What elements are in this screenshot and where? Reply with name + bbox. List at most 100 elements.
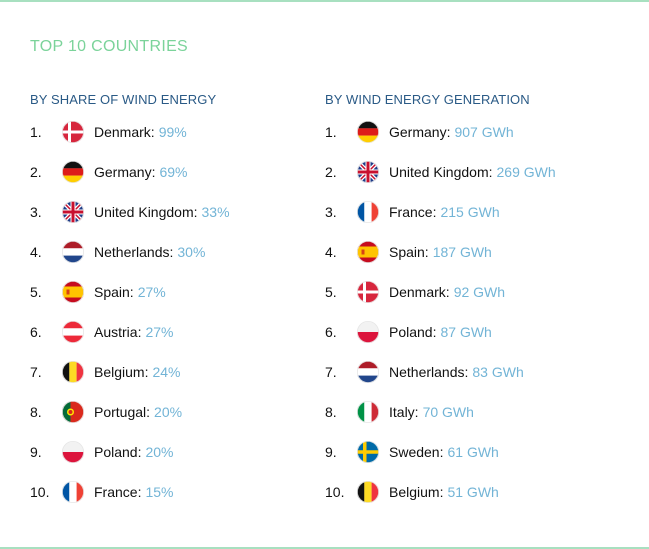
list-item: 5. Spain: 27%: [30, 280, 166, 304]
country-name: United Kingdom:: [94, 204, 198, 220]
country-name: Netherlands:: [94, 244, 174, 260]
country-name: Sweden:: [389, 444, 444, 460]
country-name: United Kingdom:: [389, 164, 493, 180]
rank-number: 8.: [30, 404, 42, 420]
list-item: 1. Denmark: 99%: [30, 120, 187, 144]
share-column: BY SHARE OF WIND ENERGY 1. Denmark: 99% 2. G…: [30, 92, 230, 503]
spain-flag-icon: [357, 241, 379, 263]
country-value: 27%: [137, 284, 166, 300]
france-flag-icon: [62, 481, 84, 503]
country-value: 269 GWh: [496, 164, 556, 180]
country-value: 187 GWh: [432, 244, 492, 260]
portugal-flag-icon: [62, 401, 84, 423]
rank-number: 6.: [325, 324, 337, 340]
country-name: Belgium:: [94, 364, 149, 380]
country-name: Portugal:: [94, 404, 151, 420]
rank-number: 5.: [30, 284, 42, 300]
rank-number: 3.: [325, 204, 337, 220]
rank-number: 7.: [30, 364, 42, 380]
denmark-flag-icon: [357, 281, 379, 303]
country-name: Netherlands:: [389, 364, 469, 380]
country-value: 30%: [177, 244, 206, 260]
list-item: 7. Belgium: 24%: [30, 360, 181, 384]
country-value: 92 GWh: [453, 284, 506, 300]
country-value: 215 GWh: [440, 204, 500, 220]
rank-number: 2.: [325, 164, 337, 180]
rank-number: 1.: [30, 124, 42, 140]
list-item: 4. Netherlands: 30%: [30, 240, 205, 264]
list-item: 3. United Kingdom: 33%: [30, 200, 230, 224]
country-name: Poland:: [94, 444, 142, 460]
country-name: Denmark:: [389, 284, 450, 300]
rank-number: 2.: [30, 164, 42, 180]
poland-flag-icon: [62, 441, 84, 463]
list-item: 2. United Kingdom: 269 GWh: [325, 160, 556, 184]
rank-number: 10.: [325, 484, 345, 500]
belgium-flag-icon: [62, 361, 84, 383]
country-value: 15%: [145, 484, 174, 500]
list-item: 9. Sweden: 61 GWh: [325, 440, 499, 464]
list-item: 10. Belgium: 51 GWh: [325, 480, 499, 504]
germany-flag-icon: [357, 121, 379, 143]
country-value: 87 GWh: [440, 324, 492, 340]
country-name: Italy:: [389, 404, 419, 420]
spain-flag-icon: [62, 281, 84, 303]
rank-number: 4.: [325, 244, 337, 260]
list-item: 2. Germany: 69%: [30, 160, 188, 184]
list-item: 5. Denmark: 92 GWh: [325, 280, 505, 304]
rank-number: 10.: [30, 484, 50, 500]
country-name: Belgium:: [389, 484, 444, 500]
country-value: 99%: [158, 124, 187, 140]
country-name: Germany:: [94, 164, 156, 180]
france-flag-icon: [357, 201, 379, 223]
country-value: 83 GWh: [472, 364, 524, 380]
rank-number: 3.: [30, 204, 42, 220]
italy-flag-icon: [357, 401, 379, 423]
rank-number: 7.: [325, 364, 337, 380]
uk-flag-icon: [62, 201, 84, 223]
germany-flag-icon: [62, 161, 84, 183]
country-name: Germany:: [389, 124, 451, 140]
country-value: 70 GWh: [422, 404, 474, 420]
list-item: 7. Netherlands: 83 GWh: [325, 360, 524, 384]
list-item: 8. Portugal: 20%: [30, 400, 182, 424]
list-item: 1. Germany: 907 GWh: [325, 120, 514, 144]
share-heading: BY SHARE OF WIND ENERGY: [30, 92, 217, 107]
rank-number: 9.: [30, 444, 42, 460]
country-value: 20%: [154, 404, 183, 420]
list-item: 6. Austria: 27%: [30, 320, 174, 344]
country-value: 33%: [201, 204, 230, 220]
list-item: 9. Poland: 20%: [30, 440, 174, 464]
netherlands-flag-icon: [357, 361, 379, 383]
list-item: 3. France: 215 GWh: [325, 200, 500, 224]
country-value: 51 GWh: [447, 484, 499, 500]
country-value: 24%: [152, 364, 181, 380]
austria-flag-icon: [62, 321, 84, 343]
page-title: TOP 10 COUNTRIES: [30, 38, 189, 55]
belgium-flag-icon: [357, 481, 379, 503]
rank-number: 6.: [30, 324, 42, 340]
list-item: 4. Spain: 187 GWh: [325, 240, 492, 264]
denmark-flag-icon: [62, 121, 84, 143]
country-value: 20%: [145, 444, 174, 460]
rank-number: 5.: [325, 284, 337, 300]
rank-number: 8.: [325, 404, 337, 420]
netherlands-flag-icon: [62, 241, 84, 263]
country-name: Spain:: [389, 244, 429, 260]
uk-flag-icon: [357, 161, 379, 183]
country-name: Austria:: [94, 324, 142, 340]
country-name: Denmark:: [94, 124, 155, 140]
generation-column: BY WIND ENERGY GENERATION 1. Germany: 907 …: [325, 92, 556, 503]
generation-heading: BY WIND ENERGY GENERATION: [325, 92, 530, 107]
list-item: 10. France: 15%: [30, 480, 174, 504]
country-name: Poland:: [389, 324, 437, 340]
rank-number: 4.: [30, 244, 42, 260]
country-value: 69%: [159, 164, 188, 180]
country-name: France:: [94, 484, 142, 500]
country-value: 907 GWh: [454, 124, 514, 140]
list-item: 8. Italy: 70 GWh: [325, 400, 474, 424]
rank-number: 9.: [325, 444, 337, 460]
rank-number: 1.: [325, 124, 337, 140]
country-value: 61 GWh: [447, 444, 499, 460]
